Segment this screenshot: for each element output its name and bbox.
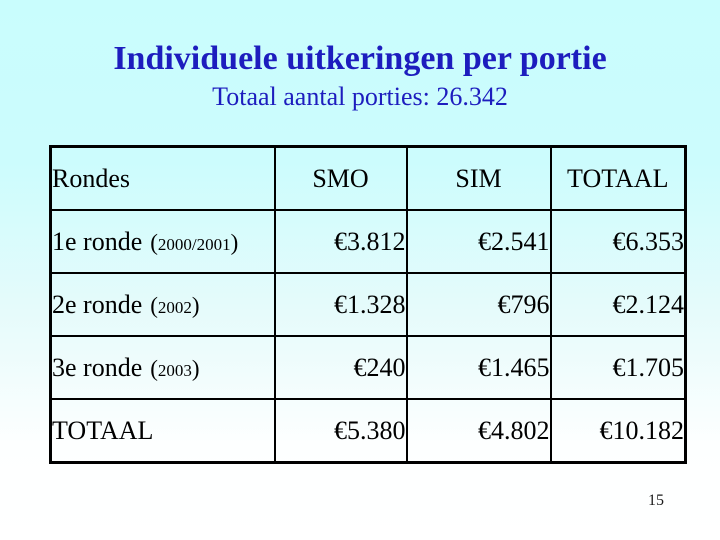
paren-open: ( bbox=[150, 229, 158, 255]
table-header-row: Rondes SMO SIM TOTAAL bbox=[49, 145, 687, 211]
slide-subtitle: Totaal aantal porties: 26.342 bbox=[212, 82, 508, 111]
results-table: Rondes SMO SIM TOTAAL 1e ronde (2000/2001… bbox=[49, 145, 687, 464]
header-cell-rondes: Rondes bbox=[49, 145, 276, 211]
row-years: 2003 bbox=[157, 360, 192, 380]
table-row-ronde-2: 2e ronde (2002) €1.328 €796 €2.124 bbox=[49, 272, 687, 337]
paren-close: ) bbox=[191, 355, 200, 381]
table-row-totaal: TOTAAL €5.380 €4.802 €10.182 bbox=[49, 398, 687, 464]
header-cell-sim: SIM bbox=[405, 145, 552, 211]
value-cell-smo: €5.380 bbox=[273, 398, 408, 464]
row-years: 2002 bbox=[157, 297, 192, 317]
value-cell-totaal: €1.705 bbox=[549, 335, 687, 400]
row-label-text: TOTAAL bbox=[52, 415, 154, 445]
value-cell-sim: €2.541 bbox=[405, 209, 552, 274]
row-label: 3e ronde (2003) bbox=[49, 335, 276, 400]
row-label: 1e ronde (2000/2001) bbox=[49, 209, 276, 274]
value-cell-sim: €796 bbox=[405, 272, 552, 337]
paren-open: ( bbox=[150, 292, 158, 318]
header-cell-smo: SMO bbox=[273, 145, 408, 211]
value-cell-smo: €3.812 bbox=[273, 209, 408, 274]
value-cell-sim: €1.465 bbox=[405, 335, 552, 400]
paren-close: ) bbox=[230, 229, 239, 255]
value-cell-sim: €4.802 bbox=[405, 398, 552, 464]
value-cell-totaal: €6.353 bbox=[549, 209, 687, 274]
row-label-text: 3e ronde bbox=[52, 352, 143, 382]
value-cell-smo: €1.328 bbox=[273, 272, 408, 337]
paren-open: ( bbox=[150, 355, 158, 381]
row-years: 2000/2001 bbox=[157, 234, 231, 254]
row-label: TOTAAL bbox=[49, 398, 276, 464]
page-number: 15 bbox=[648, 492, 664, 509]
value-cell-totaal: €2.124 bbox=[549, 272, 687, 337]
table-row-ronde-3: 3e ronde (2003) €240 €1.465 €1.705 bbox=[49, 335, 687, 400]
row-label-text: 1e ronde bbox=[52, 226, 143, 256]
paren-close: ) bbox=[191, 292, 200, 318]
row-label: 2e ronde (2002) bbox=[49, 272, 276, 337]
table-row-ronde-1: 1e ronde (2000/2001) €3.812 €2.541 €6.353 bbox=[49, 209, 687, 274]
header-cell-totaal: TOTAAL bbox=[549, 145, 687, 211]
value-cell-totaal: €10.182 bbox=[549, 398, 687, 464]
value-cell-smo: €240 bbox=[273, 335, 408, 400]
slide-title: Individuele uitkeringen per portie bbox=[113, 40, 607, 77]
row-label-text: 2e ronde bbox=[52, 289, 143, 319]
